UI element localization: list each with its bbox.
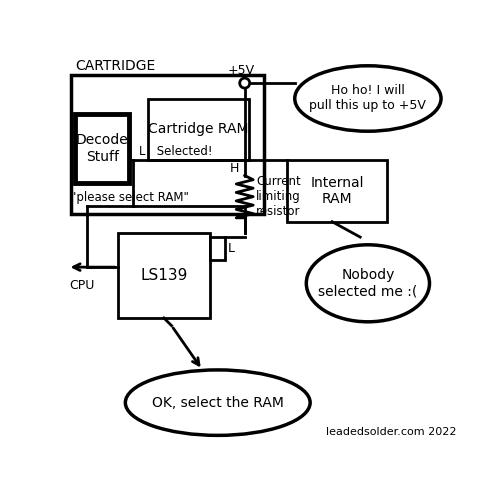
Text: OK, select the RAM: OK, select the RAM bbox=[152, 396, 284, 409]
Text: Decode
Stuff: Decode Stuff bbox=[76, 134, 128, 164]
Text: LS139: LS139 bbox=[140, 268, 188, 283]
Text: CARTRIDGE: CARTRIDGE bbox=[76, 60, 156, 74]
Text: H: H bbox=[230, 162, 239, 175]
Bar bbox=[72, 76, 264, 214]
Bar bbox=[210, 237, 226, 260]
Text: Internal
RAM: Internal RAM bbox=[310, 176, 364, 206]
Bar bbox=[76, 114, 129, 183]
Text: L   Selected!: L Selected! bbox=[139, 145, 212, 158]
Bar bbox=[118, 233, 210, 318]
Text: +5V: +5V bbox=[228, 64, 254, 78]
Text: Nobody
selected me :(: Nobody selected me :( bbox=[318, 268, 418, 298]
Text: L: L bbox=[228, 242, 234, 255]
Text: Ho ho! I will
pull this up to +5V: Ho ho! I will pull this up to +5V bbox=[310, 84, 426, 112]
Ellipse shape bbox=[295, 66, 441, 131]
Bar bbox=[148, 98, 248, 160]
Ellipse shape bbox=[126, 370, 310, 436]
Text: Cartridge RAM: Cartridge RAM bbox=[148, 122, 249, 136]
Circle shape bbox=[240, 78, 250, 88]
Bar bbox=[287, 160, 387, 222]
Text: "please select RAM": "please select RAM" bbox=[72, 192, 190, 204]
Text: Current
limiting
resistor: Current limiting resistor bbox=[256, 175, 301, 218]
Text: leadedsolder.com 2022: leadedsolder.com 2022 bbox=[326, 428, 456, 438]
Ellipse shape bbox=[306, 245, 430, 322]
Text: CPU: CPU bbox=[70, 278, 95, 291]
